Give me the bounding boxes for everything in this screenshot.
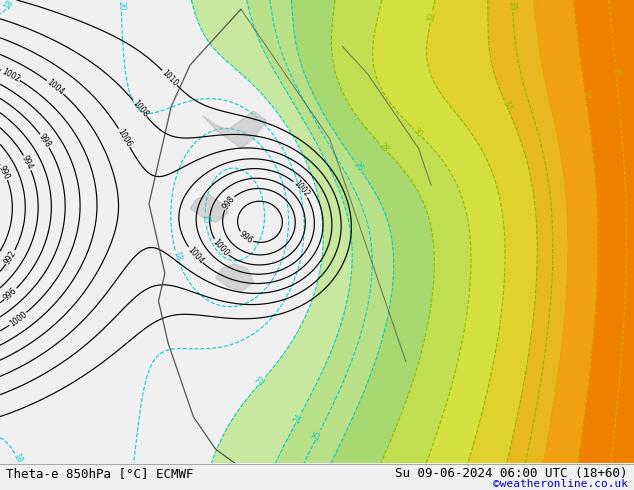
Text: 1002: 1002 (0, 67, 21, 84)
Text: 15: 15 (200, 213, 210, 223)
Text: 26: 26 (352, 160, 365, 173)
Text: 24: 24 (292, 412, 305, 424)
Text: 1002: 1002 (292, 179, 311, 199)
Text: 990: 990 (0, 164, 11, 181)
Text: 1000: 1000 (8, 310, 29, 328)
Polygon shape (190, 195, 228, 222)
Text: 1008: 1008 (130, 98, 150, 119)
Polygon shape (203, 111, 266, 148)
Text: 18: 18 (3, 0, 15, 11)
Text: 996: 996 (2, 286, 19, 302)
Text: 1010: 1010 (160, 68, 179, 88)
Text: 18: 18 (171, 249, 183, 261)
Polygon shape (216, 264, 254, 292)
Text: 25: 25 (312, 429, 324, 441)
Text: 998: 998 (221, 195, 236, 211)
Text: 998: 998 (37, 132, 53, 149)
Text: 1000: 1000 (211, 238, 230, 258)
Text: Theta-e 850hPa [°C] ECMWF: Theta-e 850hPa [°C] ECMWF (6, 467, 194, 480)
Text: 34: 34 (500, 99, 512, 112)
Text: 22: 22 (256, 374, 268, 388)
Text: 35: 35 (507, 1, 517, 11)
Text: ©weatheronline.co.uk: ©weatheronline.co.uk (493, 479, 628, 489)
Text: 1004: 1004 (45, 77, 65, 97)
Text: 18: 18 (11, 452, 23, 465)
Text: 20: 20 (117, 1, 126, 11)
Text: 30: 30 (411, 126, 424, 139)
Text: 1006: 1006 (115, 127, 133, 148)
Text: Su 09-06-2024 06:00 UTC (18+60): Su 09-06-2024 06:00 UTC (18+60) (395, 467, 628, 480)
Text: 36: 36 (529, 0, 540, 10)
Text: 28: 28 (377, 142, 391, 154)
Text: 38: 38 (580, 89, 590, 100)
Text: 994: 994 (20, 154, 35, 171)
Text: 32: 32 (426, 11, 437, 23)
Text: 996: 996 (237, 229, 254, 245)
Text: 992: 992 (3, 249, 18, 266)
Text: 1004: 1004 (185, 245, 205, 266)
Text: 40: 40 (611, 66, 621, 76)
